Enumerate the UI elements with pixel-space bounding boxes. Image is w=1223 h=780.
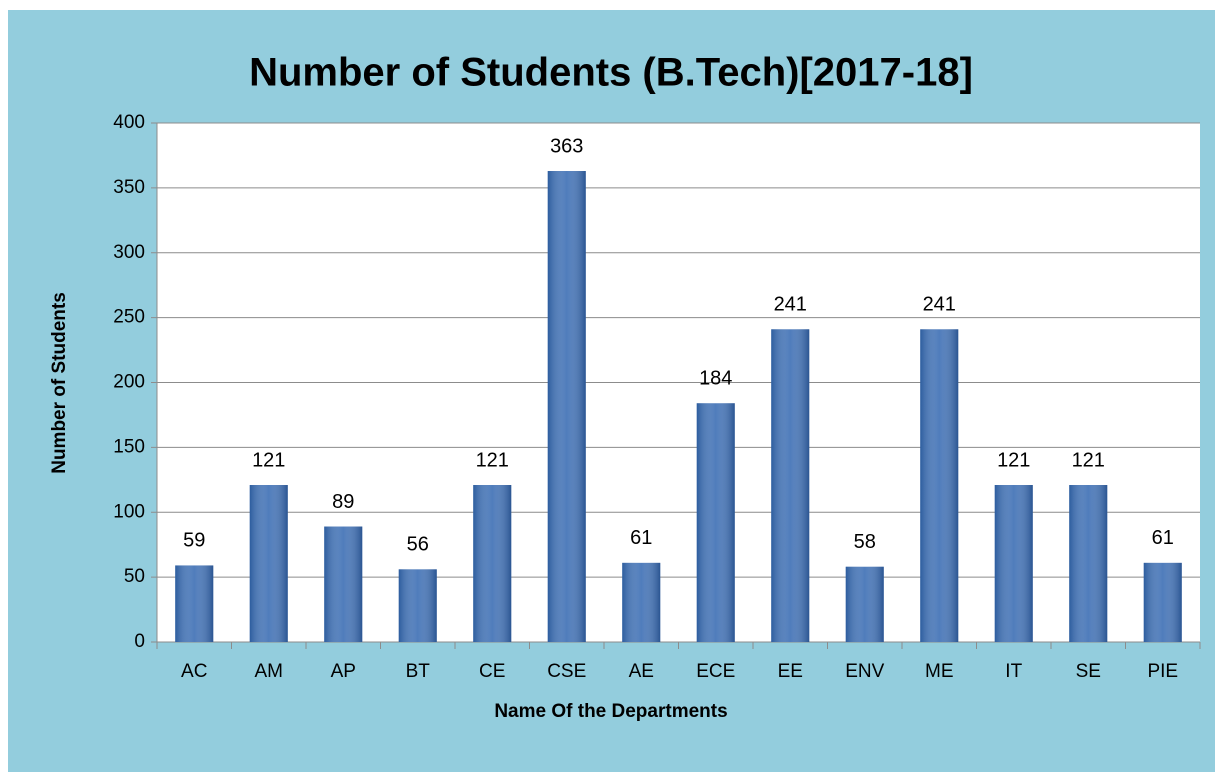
data-label: 121 — [997, 449, 1030, 471]
bar-shade — [845, 566, 884, 642]
y-tick-label: 100 — [113, 501, 145, 522]
data-label: 121 — [476, 449, 509, 471]
data-label: 363 — [550, 135, 583, 157]
x-tick-label: AE — [629, 661, 654, 682]
bar-shade — [1143, 562, 1182, 642]
y-tick-label: 200 — [113, 372, 145, 393]
x-tick-label: PIE — [1147, 661, 1178, 682]
x-tick-label: EE — [778, 661, 803, 682]
data-label: 58 — [854, 531, 876, 553]
chart-title: Number of Students (B.Tech)[2017-18] — [249, 51, 973, 95]
x-tick-label: ECE — [696, 661, 735, 682]
y-tick-label: 0 — [134, 631, 145, 652]
data-label: 56 — [407, 534, 429, 556]
y-tick-label: 300 — [113, 242, 145, 263]
x-tick-label: AP — [331, 661, 356, 682]
x-tick-label: IT — [1005, 661, 1022, 682]
x-tick-label: AC — [181, 661, 207, 682]
data-label: 241 — [774, 294, 807, 316]
x-tick-label: CE — [479, 661, 505, 682]
x-tick-label: SE — [1076, 661, 1101, 682]
bar-shade — [175, 565, 214, 642]
x-tick-label: AM — [255, 661, 284, 682]
y-tick-label: 250 — [113, 307, 145, 328]
data-label: 61 — [1152, 527, 1174, 549]
x-tick-label: BT — [406, 661, 431, 682]
y-tick-label: 50 — [124, 566, 145, 587]
bar-shade — [1069, 485, 1108, 642]
data-label: 241 — [923, 294, 956, 316]
y-tick-label: 150 — [113, 436, 145, 457]
data-label: 121 — [252, 449, 285, 471]
y-tick-label: 350 — [113, 177, 145, 198]
bar-shade — [696, 403, 735, 642]
bar-shade — [771, 329, 810, 642]
data-label: 61 — [630, 527, 652, 549]
x-tick-label: CSE — [547, 661, 586, 682]
bar-shade — [920, 329, 959, 642]
bar-shade — [398, 569, 437, 642]
data-label: 59 — [183, 530, 205, 552]
bar-shade — [473, 485, 512, 642]
bar-shade — [622, 562, 661, 642]
x-axis-label: Name Of the Departments — [494, 701, 727, 722]
data-label: 89 — [332, 491, 354, 513]
bar-shade — [994, 485, 1033, 642]
x-tick-label: ENV — [845, 661, 884, 682]
bar-shade — [324, 526, 363, 642]
bar-shade — [249, 485, 288, 642]
data-label: 121 — [1072, 449, 1105, 471]
bar-shade — [547, 171, 586, 642]
data-label: 184 — [699, 368, 732, 390]
y-tick-label: 400 — [113, 112, 145, 133]
x-tick-label: ME — [925, 661, 954, 682]
y-axis-label: Number of Students — [49, 292, 70, 474]
